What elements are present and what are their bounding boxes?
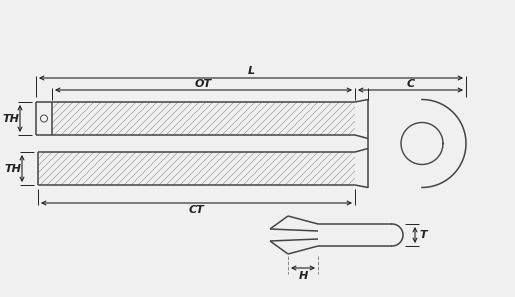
Text: OT: OT [195,79,212,89]
Text: TH: TH [3,113,20,124]
Text: CT: CT [188,205,204,215]
Text: T: T [419,230,427,240]
Text: C: C [406,79,415,89]
Text: L: L [247,66,254,76]
Text: TH: TH [5,164,22,173]
Text: H: H [298,271,307,281]
